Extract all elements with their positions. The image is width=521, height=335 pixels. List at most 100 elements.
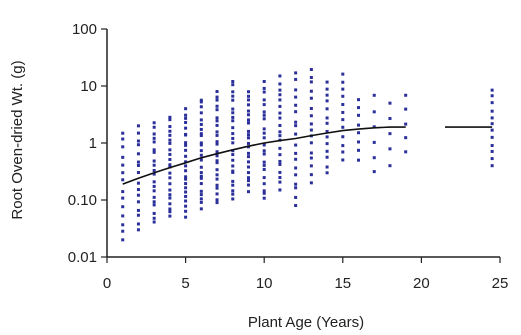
data-point bbox=[246, 141, 250, 145]
data-point bbox=[199, 143, 203, 147]
data-point bbox=[215, 177, 219, 181]
data-point bbox=[199, 200, 203, 204]
data-point bbox=[136, 171, 140, 175]
data-point bbox=[262, 176, 266, 180]
data-point bbox=[184, 113, 188, 117]
data-point bbox=[121, 223, 125, 227]
data-point bbox=[152, 184, 156, 188]
data-point bbox=[199, 158, 203, 162]
data-point bbox=[215, 98, 219, 102]
trend-line bbox=[122, 126, 406, 185]
data-point bbox=[199, 111, 203, 115]
data-point bbox=[294, 110, 298, 114]
data-point bbox=[490, 101, 494, 105]
data-point bbox=[341, 87, 345, 91]
data-point bbox=[215, 116, 219, 120]
data-point bbox=[246, 118, 250, 122]
y-tick-label: 1 bbox=[89, 135, 97, 152]
data-point bbox=[121, 137, 125, 141]
data-point bbox=[490, 88, 494, 92]
data-point bbox=[168, 138, 172, 142]
data-point bbox=[490, 128, 494, 132]
data-point bbox=[231, 153, 235, 157]
data-point bbox=[231, 149, 235, 153]
data-point bbox=[152, 203, 156, 207]
data-point bbox=[278, 176, 282, 180]
data-point bbox=[168, 152, 172, 156]
data-point bbox=[309, 80, 313, 84]
data-point bbox=[490, 144, 494, 148]
y-axis-title: Root Oven-dried Wt. (g) bbox=[9, 60, 26, 219]
data-point bbox=[372, 125, 376, 129]
data-point bbox=[341, 144, 345, 148]
data-point bbox=[357, 123, 361, 127]
data-point bbox=[152, 172, 156, 176]
data-point bbox=[372, 170, 376, 174]
data-point bbox=[325, 107, 329, 111]
data-point bbox=[325, 155, 329, 159]
data-point bbox=[278, 98, 282, 102]
data-point bbox=[231, 189, 235, 193]
data-point bbox=[341, 135, 345, 139]
data-point bbox=[136, 213, 140, 217]
data-point bbox=[215, 168, 219, 172]
data-point bbox=[121, 131, 125, 135]
data-point bbox=[388, 147, 392, 151]
data-point bbox=[294, 157, 298, 161]
y-tick-label: 100 bbox=[72, 21, 97, 38]
data-point bbox=[294, 151, 298, 155]
data-point bbox=[278, 188, 282, 192]
data-point bbox=[262, 127, 266, 131]
data-point bbox=[278, 82, 282, 86]
data-point bbox=[152, 125, 156, 129]
data-point bbox=[136, 131, 140, 135]
data-point bbox=[490, 94, 494, 98]
data-point bbox=[372, 140, 376, 144]
data-point bbox=[490, 149, 494, 153]
data-point bbox=[490, 157, 494, 161]
data-point bbox=[184, 215, 188, 219]
data-point bbox=[325, 135, 329, 139]
data-point bbox=[231, 94, 235, 98]
data-point bbox=[294, 195, 298, 199]
data-point bbox=[168, 129, 172, 133]
y-ticks: 0.01 0.10 1 10 100 bbox=[68, 21, 107, 266]
data-point bbox=[262, 103, 266, 107]
data-point bbox=[262, 191, 266, 195]
data-point bbox=[215, 90, 219, 94]
y-tick-label: 0.10 bbox=[68, 192, 97, 209]
data-point bbox=[184, 107, 188, 111]
data-point bbox=[136, 222, 140, 226]
data-point bbox=[231, 79, 235, 83]
data-point bbox=[152, 216, 156, 220]
data-point bbox=[278, 93, 282, 97]
data-point bbox=[262, 163, 266, 167]
data-point bbox=[184, 148, 188, 152]
data-point bbox=[152, 220, 156, 224]
data-point bbox=[246, 136, 250, 140]
data-point bbox=[294, 124, 298, 128]
data-point bbox=[309, 151, 313, 155]
data-point bbox=[152, 136, 156, 140]
data-point bbox=[231, 90, 235, 94]
data-point bbox=[199, 193, 203, 197]
data-point bbox=[136, 181, 140, 185]
data-point bbox=[168, 141, 172, 145]
data-point bbox=[262, 79, 266, 83]
data-point bbox=[231, 83, 235, 87]
data-points bbox=[121, 68, 494, 242]
data-point bbox=[199, 118, 203, 122]
data-point bbox=[231, 126, 235, 130]
data-point bbox=[184, 164, 188, 168]
data-point bbox=[309, 107, 313, 111]
data-point bbox=[121, 238, 125, 242]
x-tick-label: 5 bbox=[181, 275, 189, 292]
data-point bbox=[136, 208, 140, 212]
data-point bbox=[490, 122, 494, 126]
data-point bbox=[278, 170, 282, 174]
data-point bbox=[231, 158, 235, 162]
data-point bbox=[136, 152, 140, 156]
data-point bbox=[168, 115, 172, 119]
data-point bbox=[490, 164, 494, 168]
x-tick-label: 15 bbox=[334, 275, 351, 292]
